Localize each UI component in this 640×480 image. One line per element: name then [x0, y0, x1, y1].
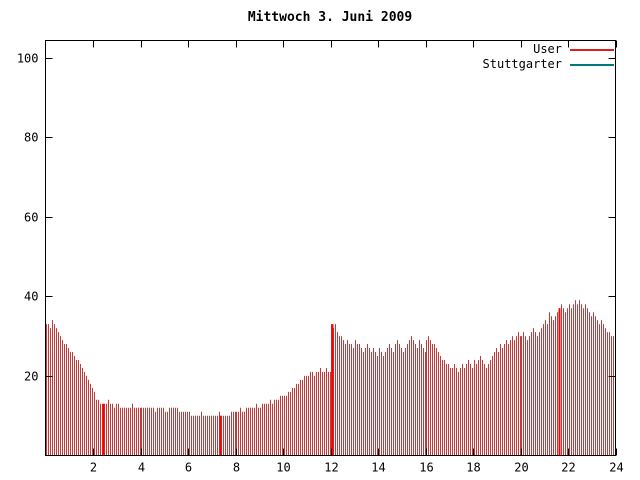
- legend-line-user-icon: [570, 48, 614, 51]
- x-tick-label: 22: [561, 461, 575, 475]
- x-tick-label: 20: [514, 461, 528, 475]
- bars-group: [46, 300, 616, 456]
- x-tick-label: 2: [90, 461, 97, 475]
- y-tick-label: 60: [24, 211, 38, 225]
- x-tick-label: 14: [371, 461, 385, 475]
- x-tick-label: 6: [185, 461, 192, 475]
- y-tick-label: 80: [24, 131, 38, 145]
- y-tick-label: 20: [24, 370, 38, 384]
- x-tick-label: 18: [466, 461, 480, 475]
- x-tick-label: 10: [276, 461, 290, 475]
- x-tick-label: 24: [609, 461, 623, 475]
- legend: User Stuttgarter: [483, 42, 614, 72]
- y-tick-label: 40: [24, 290, 38, 304]
- legend-item-stuttgarter: Stuttgarter: [483, 57, 614, 72]
- x-tick-label: 8: [233, 461, 240, 475]
- legend-label-user: User: [533, 42, 562, 56]
- legend-label-stuttgarter: Stuttgarter: [482, 57, 562, 71]
- plot-frame: [45, 40, 616, 456]
- y-tick-label: 100: [17, 52, 39, 66]
- x-tick-label: 12: [324, 461, 338, 475]
- x-tick-label: 4: [138, 461, 145, 475]
- legend-line-stuttgarter-icon: [570, 63, 614, 66]
- x-tick-label: 16: [419, 461, 433, 475]
- legend-item-user: User: [483, 42, 614, 57]
- chart-title: Mittwoch 3. Juni 2009: [247, 10, 413, 25]
